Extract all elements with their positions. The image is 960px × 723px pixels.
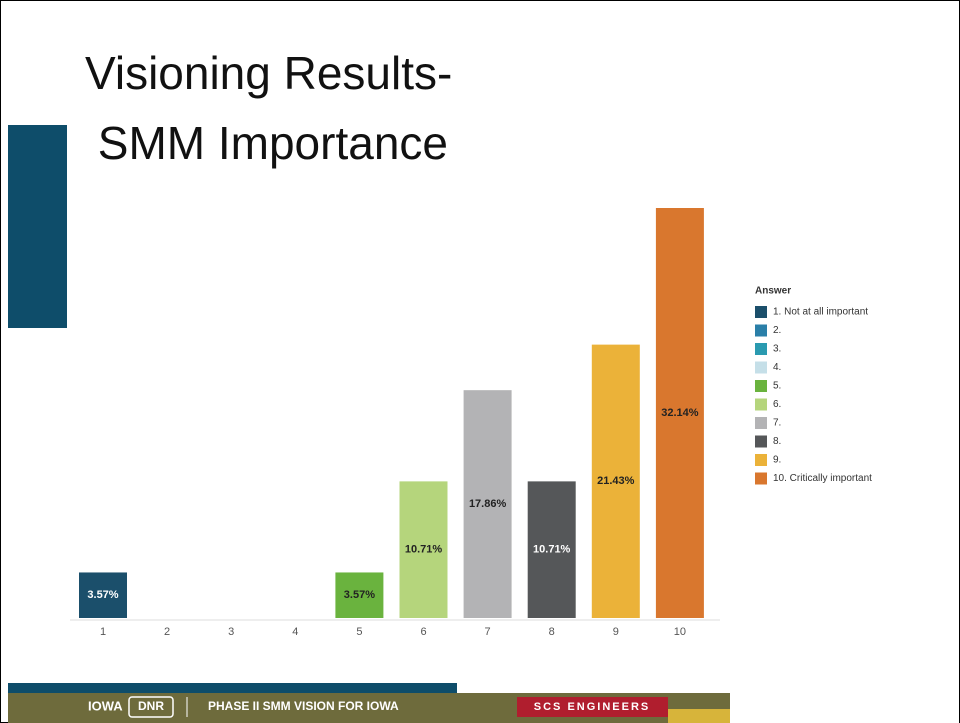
legend-label: 10. Critically important bbox=[773, 473, 872, 484]
bar bbox=[463, 390, 512, 618]
bar bbox=[655, 208, 704, 618]
value-label: 17.86% bbox=[469, 498, 507, 510]
legend-label: 1. Not at all important bbox=[773, 307, 868, 318]
legend-swatch bbox=[755, 454, 767, 466]
legend-label: 8. bbox=[773, 436, 781, 447]
x-tick-label: 8 bbox=[549, 626, 555, 638]
legend-swatch bbox=[755, 324, 767, 337]
legend-title: Answer bbox=[755, 286, 791, 297]
bar bbox=[79, 572, 127, 618]
x-tick-label: 3 bbox=[228, 626, 234, 638]
footer-logo: DNR bbox=[138, 699, 164, 713]
footer-left: IOWA bbox=[88, 698, 123, 713]
x-tick-label: 9 bbox=[613, 626, 619, 638]
value-label: 10.71% bbox=[405, 544, 443, 556]
footer-gold bbox=[668, 709, 730, 723]
legend-swatch bbox=[755, 472, 767, 485]
footer-center: PHASE II SMM VISION FOR IOWA bbox=[208, 699, 399, 713]
legend-label: 2. bbox=[773, 325, 781, 336]
x-tick-label: 10 bbox=[674, 626, 686, 638]
value-label: 10.71% bbox=[533, 544, 571, 556]
x-tick-label: 6 bbox=[420, 626, 426, 638]
bar bbox=[335, 572, 384, 618]
value-label: 3.57% bbox=[87, 589, 118, 601]
legend-swatch bbox=[755, 343, 767, 355]
legend-label: 6. bbox=[773, 399, 781, 410]
x-tick-label: 1 bbox=[100, 626, 106, 638]
value-label: 3.57% bbox=[344, 589, 375, 601]
legend-label: 3. bbox=[773, 344, 781, 355]
footer-strip bbox=[8, 683, 457, 693]
x-tick-label: 2 bbox=[164, 626, 170, 638]
x-tick-label: 4 bbox=[292, 626, 298, 638]
bar bbox=[527, 481, 576, 618]
legend-label: 9. bbox=[773, 455, 781, 466]
legend-label: 7. bbox=[773, 418, 781, 429]
value-label: 21.43% bbox=[597, 475, 635, 487]
legend-swatch bbox=[755, 380, 767, 392]
footer-right: SCS ENGINEERS bbox=[534, 701, 650, 713]
legend-label: 5. bbox=[773, 381, 781, 392]
x-tick-label: 7 bbox=[485, 626, 491, 638]
bar bbox=[591, 344, 640, 618]
legend-swatch bbox=[755, 361, 767, 374]
footer-badge bbox=[517, 697, 668, 717]
legend-swatch bbox=[755, 306, 767, 318]
legend-swatch bbox=[755, 435, 767, 448]
title-line: Visioning Results- bbox=[85, 47, 452, 99]
logo-box bbox=[128, 696, 174, 718]
value-label: 32.14% bbox=[661, 407, 699, 419]
legend-label: 4. bbox=[773, 362, 781, 373]
footer-gap bbox=[730, 709, 959, 723]
legend-swatch bbox=[755, 417, 767, 429]
accent-block bbox=[8, 125, 67, 328]
title-line: SMM Importance bbox=[85, 117, 448, 169]
legend-swatch bbox=[755, 398, 767, 411]
x-tick-label: 5 bbox=[356, 626, 362, 638]
bar bbox=[399, 481, 448, 618]
